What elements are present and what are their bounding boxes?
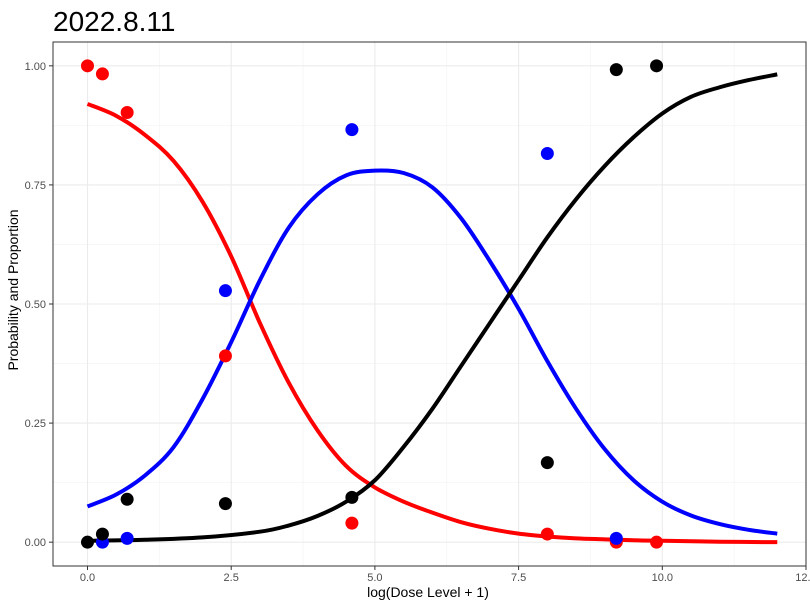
black-data-point xyxy=(95,527,109,541)
y-axis: 0.00 0.25 0.50 0.75 1.00 xyxy=(25,61,53,549)
x-axis-title: log(Dose Level + 1) xyxy=(367,584,489,600)
y-tick-label: 1.00 xyxy=(25,61,46,73)
red-data-point xyxy=(345,516,359,530)
chart-title: 2022.8.11 xyxy=(53,6,176,37)
x-axis: 0.0 2.5 5.0 7.5 10.0 12.5 xyxy=(80,566,810,584)
y-tick-label: 0.00 xyxy=(25,537,46,549)
black-data-point xyxy=(609,63,623,77)
y-tick-label: 0.25 xyxy=(25,418,46,430)
black-data-point xyxy=(650,59,664,73)
black-data-point xyxy=(218,497,232,511)
y-axis-title: Probability and Proportion xyxy=(5,209,21,370)
black-data-point xyxy=(120,492,134,506)
x-tick-label: 2.5 xyxy=(224,572,239,584)
blue-data-point xyxy=(540,146,554,160)
red-data-point xyxy=(650,535,664,549)
blue-data-point xyxy=(120,531,134,545)
red-data-point xyxy=(80,59,94,73)
red-data-point xyxy=(120,106,134,120)
blue-data-point xyxy=(609,531,623,545)
x-tick-label: 7.5 xyxy=(511,572,526,584)
y-tick-label: 0.75 xyxy=(25,180,46,192)
data-points xyxy=(80,59,664,549)
x-tick-label: 10.0 xyxy=(652,572,673,584)
blue-data-point xyxy=(345,123,359,137)
black-data-point xyxy=(540,456,554,470)
black-fitted-curve xyxy=(87,72,778,543)
red-data-point xyxy=(540,527,554,541)
red-data-point xyxy=(218,349,232,363)
red-data-point xyxy=(95,67,109,81)
y-tick-label: 0.50 xyxy=(25,299,46,311)
blue-fitted-curve xyxy=(86,168,778,536)
x-tick-label: 12.5 xyxy=(795,572,810,584)
black-data-point xyxy=(80,535,94,549)
blue-data-point xyxy=(218,284,232,298)
x-tick-label: 0.0 xyxy=(80,572,95,584)
x-tick-label: 5.0 xyxy=(367,572,382,584)
black-data-point xyxy=(345,490,359,504)
